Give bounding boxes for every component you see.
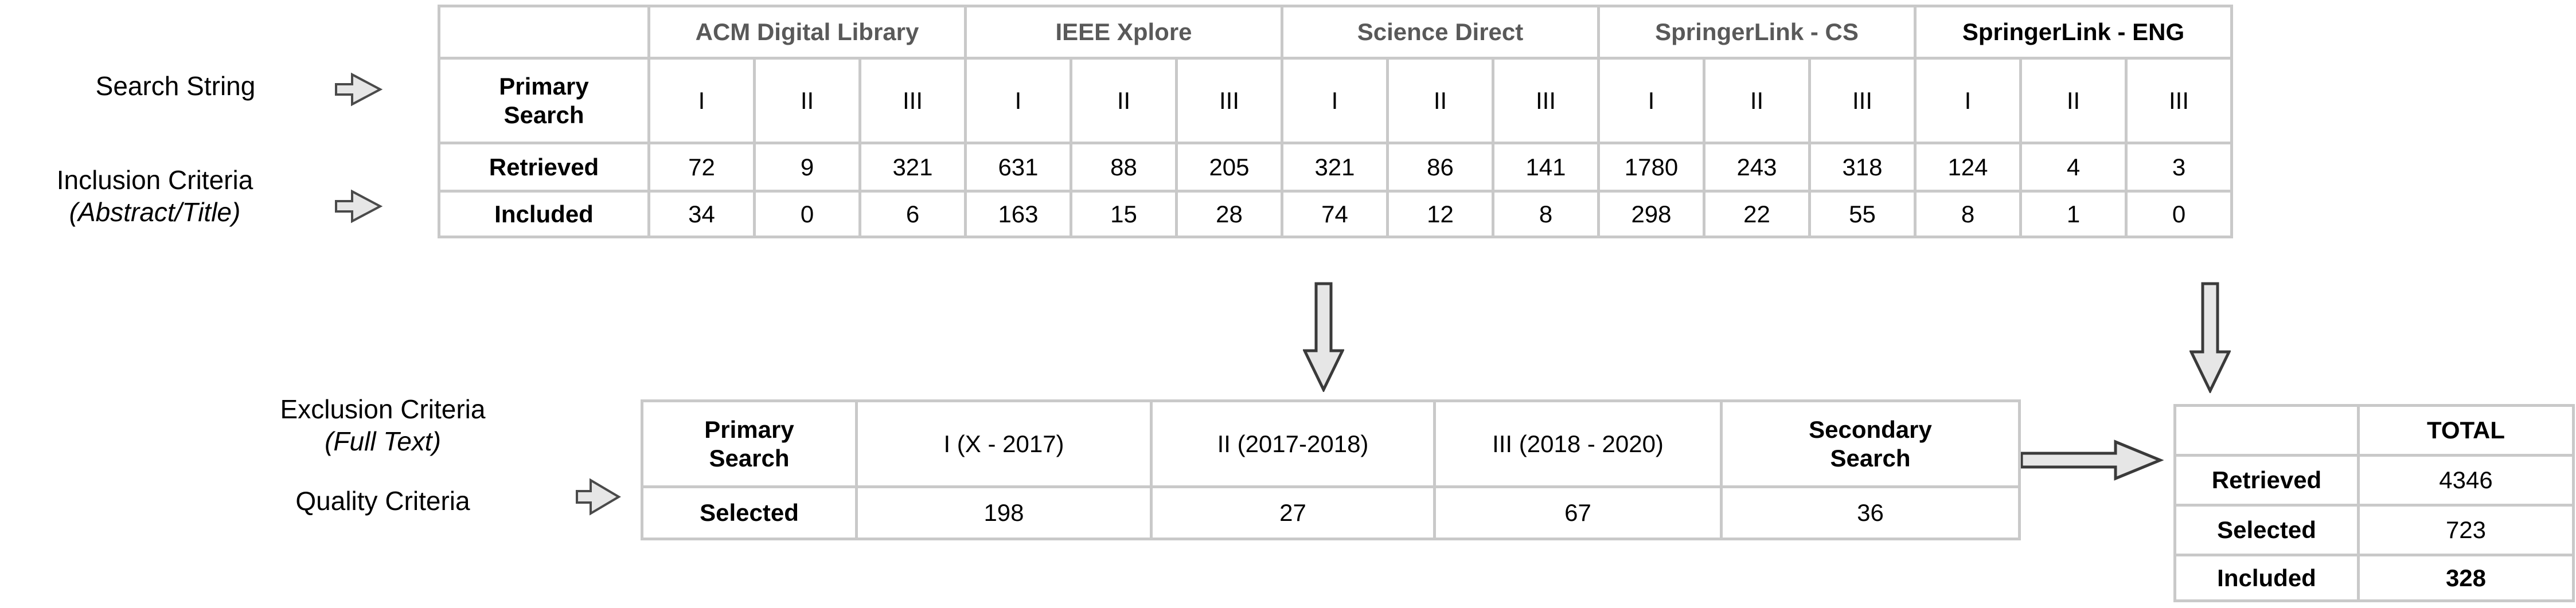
included-cell: 74 — [1281, 190, 1389, 238]
primary-search-header: Primary Search — [438, 57, 650, 144]
retrieved-cell: 205 — [1175, 142, 1283, 193]
phase-ii-header: II — [1386, 57, 1494, 144]
retrieved-cell: 321 — [1281, 142, 1389, 193]
totals-table: TOTAL Retrieved 4346 Selected 723 Includ… — [2173, 404, 2575, 602]
included-cell: 8 — [1914, 190, 2022, 238]
inclusion-criteria-label: Inclusion Criteria (Abstract/Title) — [6, 164, 304, 228]
included-cell: 55 — [1808, 190, 1917, 238]
retrieved-cell: 243 — [1703, 142, 1811, 193]
selected-cell: 27 — [1150, 485, 1436, 540]
arrow-right-icon — [576, 478, 621, 516]
retrieved-cell: 72 — [647, 142, 756, 193]
retrieved-cell: 321 — [858, 142, 967, 193]
total-header: TOTAL — [2357, 404, 2575, 457]
exclusion-criteria-line2: (Full Text) — [325, 426, 441, 456]
total-included-value: 328 — [2357, 554, 2575, 602]
primary-search-line2: Search — [709, 444, 790, 472]
selected-cell: 198 — [855, 485, 1153, 540]
arrow-down-icon — [2189, 282, 2231, 393]
included-cell: 0 — [2125, 190, 2233, 238]
secondary-search-line2: Search — [1830, 444, 1911, 472]
library-header-ieee: IEEE Xplore — [964, 5, 1283, 60]
arrow-down-icon — [1303, 282, 1344, 392]
library-header-springer-cs: SpringerLink - CS — [1597, 5, 1917, 60]
phase-ii-range-header: II (2017-2018) — [1150, 399, 1436, 488]
total-selected-value: 723 — [2357, 504, 2575, 556]
search-string-label: Search String — [95, 71, 256, 101]
retrieved-row-label: Retrieved — [438, 142, 650, 193]
phase-ii-header: II — [2019, 57, 2128, 144]
secondary-search-line1: Secondary — [1809, 415, 1932, 443]
phase-ii-header: II — [1703, 57, 1811, 144]
phase-iii-header: III — [2125, 57, 2233, 144]
arrow-right-icon — [335, 189, 383, 223]
primary-search-line1: Primary — [499, 72, 589, 100]
selected-row-label: Selected — [641, 485, 858, 540]
included-cell: 15 — [1070, 190, 1178, 238]
retrieved-cell: 141 — [1492, 142, 1600, 193]
inclusion-criteria-line2: (Abstract/Title) — [69, 197, 241, 227]
included-cell: 34 — [647, 190, 756, 238]
retrieved-cell: 1780 — [1597, 142, 1705, 193]
phase-i-header: I — [1281, 57, 1389, 144]
total-selected-label: Selected — [2173, 504, 2360, 556]
phase-i-header: I — [964, 57, 1072, 144]
primary-search-results-table: ACM Digital Library IEEE Xplore Science … — [438, 5, 2233, 238]
phase-i-range-header: I (X - 2017) — [855, 399, 1153, 488]
included-cell: 163 — [964, 190, 1072, 238]
included-cell: 8 — [1492, 190, 1600, 238]
selected-by-phase-table: Primary Search I (X - 2017) II (2017-201… — [641, 399, 2021, 540]
corner-cell — [2173, 404, 2360, 457]
library-header-springer-eng: SpringerLink - ENG — [1914, 5, 2233, 60]
included-cell: 6 — [858, 190, 967, 238]
phase-i-header: I — [1597, 57, 1705, 144]
retrieved-cell: 9 — [753, 142, 861, 193]
arrow-right-icon — [2020, 440, 2164, 481]
included-cell: 1 — [2019, 190, 2128, 238]
total-retrieved-value: 4346 — [2357, 454, 2575, 507]
selected-cell: 67 — [1433, 485, 1723, 540]
retrieved-cell: 124 — [1914, 142, 2022, 193]
retrieved-cell: 4 — [2019, 142, 2128, 193]
quality-criteria-label: Quality Criteria — [295, 486, 470, 516]
total-retrieved-label: Retrieved — [2173, 454, 2360, 507]
retrieved-cell: 88 — [1070, 142, 1178, 193]
inclusion-criteria-line1: Inclusion Criteria — [56, 165, 253, 195]
retrieved-cell: 3 — [2125, 142, 2233, 193]
phase-i-header: I — [647, 57, 756, 144]
phase-iii-range-header: III (2018 - 2020) — [1433, 399, 1723, 488]
arrow-right-icon — [335, 72, 383, 107]
primary-search-line1: Primary — [704, 415, 794, 443]
included-cell: 298 — [1597, 190, 1705, 238]
phase-ii-header: II — [1070, 57, 1178, 144]
retrieved-cell: 318 — [1808, 142, 1917, 193]
included-cell: 28 — [1175, 190, 1283, 238]
phase-ii-header: II — [753, 57, 861, 144]
selected-cell: 36 — [1720, 485, 2021, 540]
corner-cell — [438, 5, 650, 60]
exclusion-criteria-line1: Exclusion Criteria — [280, 394, 486, 424]
phase-iii-header: III — [1175, 57, 1283, 144]
retrieved-cell: 631 — [964, 142, 1072, 193]
phase-iii-header: III — [858, 57, 967, 144]
included-cell: 0 — [753, 190, 861, 238]
exclusion-criteria-label: Exclusion Criteria (Full Text) — [218, 393, 548, 457]
secondary-search-header: Secondary Search — [1720, 399, 2021, 488]
included-row-label: Included — [438, 190, 650, 238]
library-header-sciencedirect: Science Direct — [1281, 5, 1600, 60]
included-cell: 22 — [1703, 190, 1811, 238]
library-header-acm: ACM Digital Library — [647, 5, 967, 60]
phase-i-header: I — [1914, 57, 2022, 144]
total-included-label: Included — [2173, 554, 2360, 602]
primary-search-header: Primary Search — [641, 399, 858, 488]
retrieved-cell: 86 — [1386, 142, 1494, 193]
included-cell: 12 — [1386, 190, 1494, 238]
primary-search-line2: Search — [504, 101, 584, 128]
phase-iii-header: III — [1808, 57, 1917, 144]
phase-iii-header: III — [1492, 57, 1600, 144]
